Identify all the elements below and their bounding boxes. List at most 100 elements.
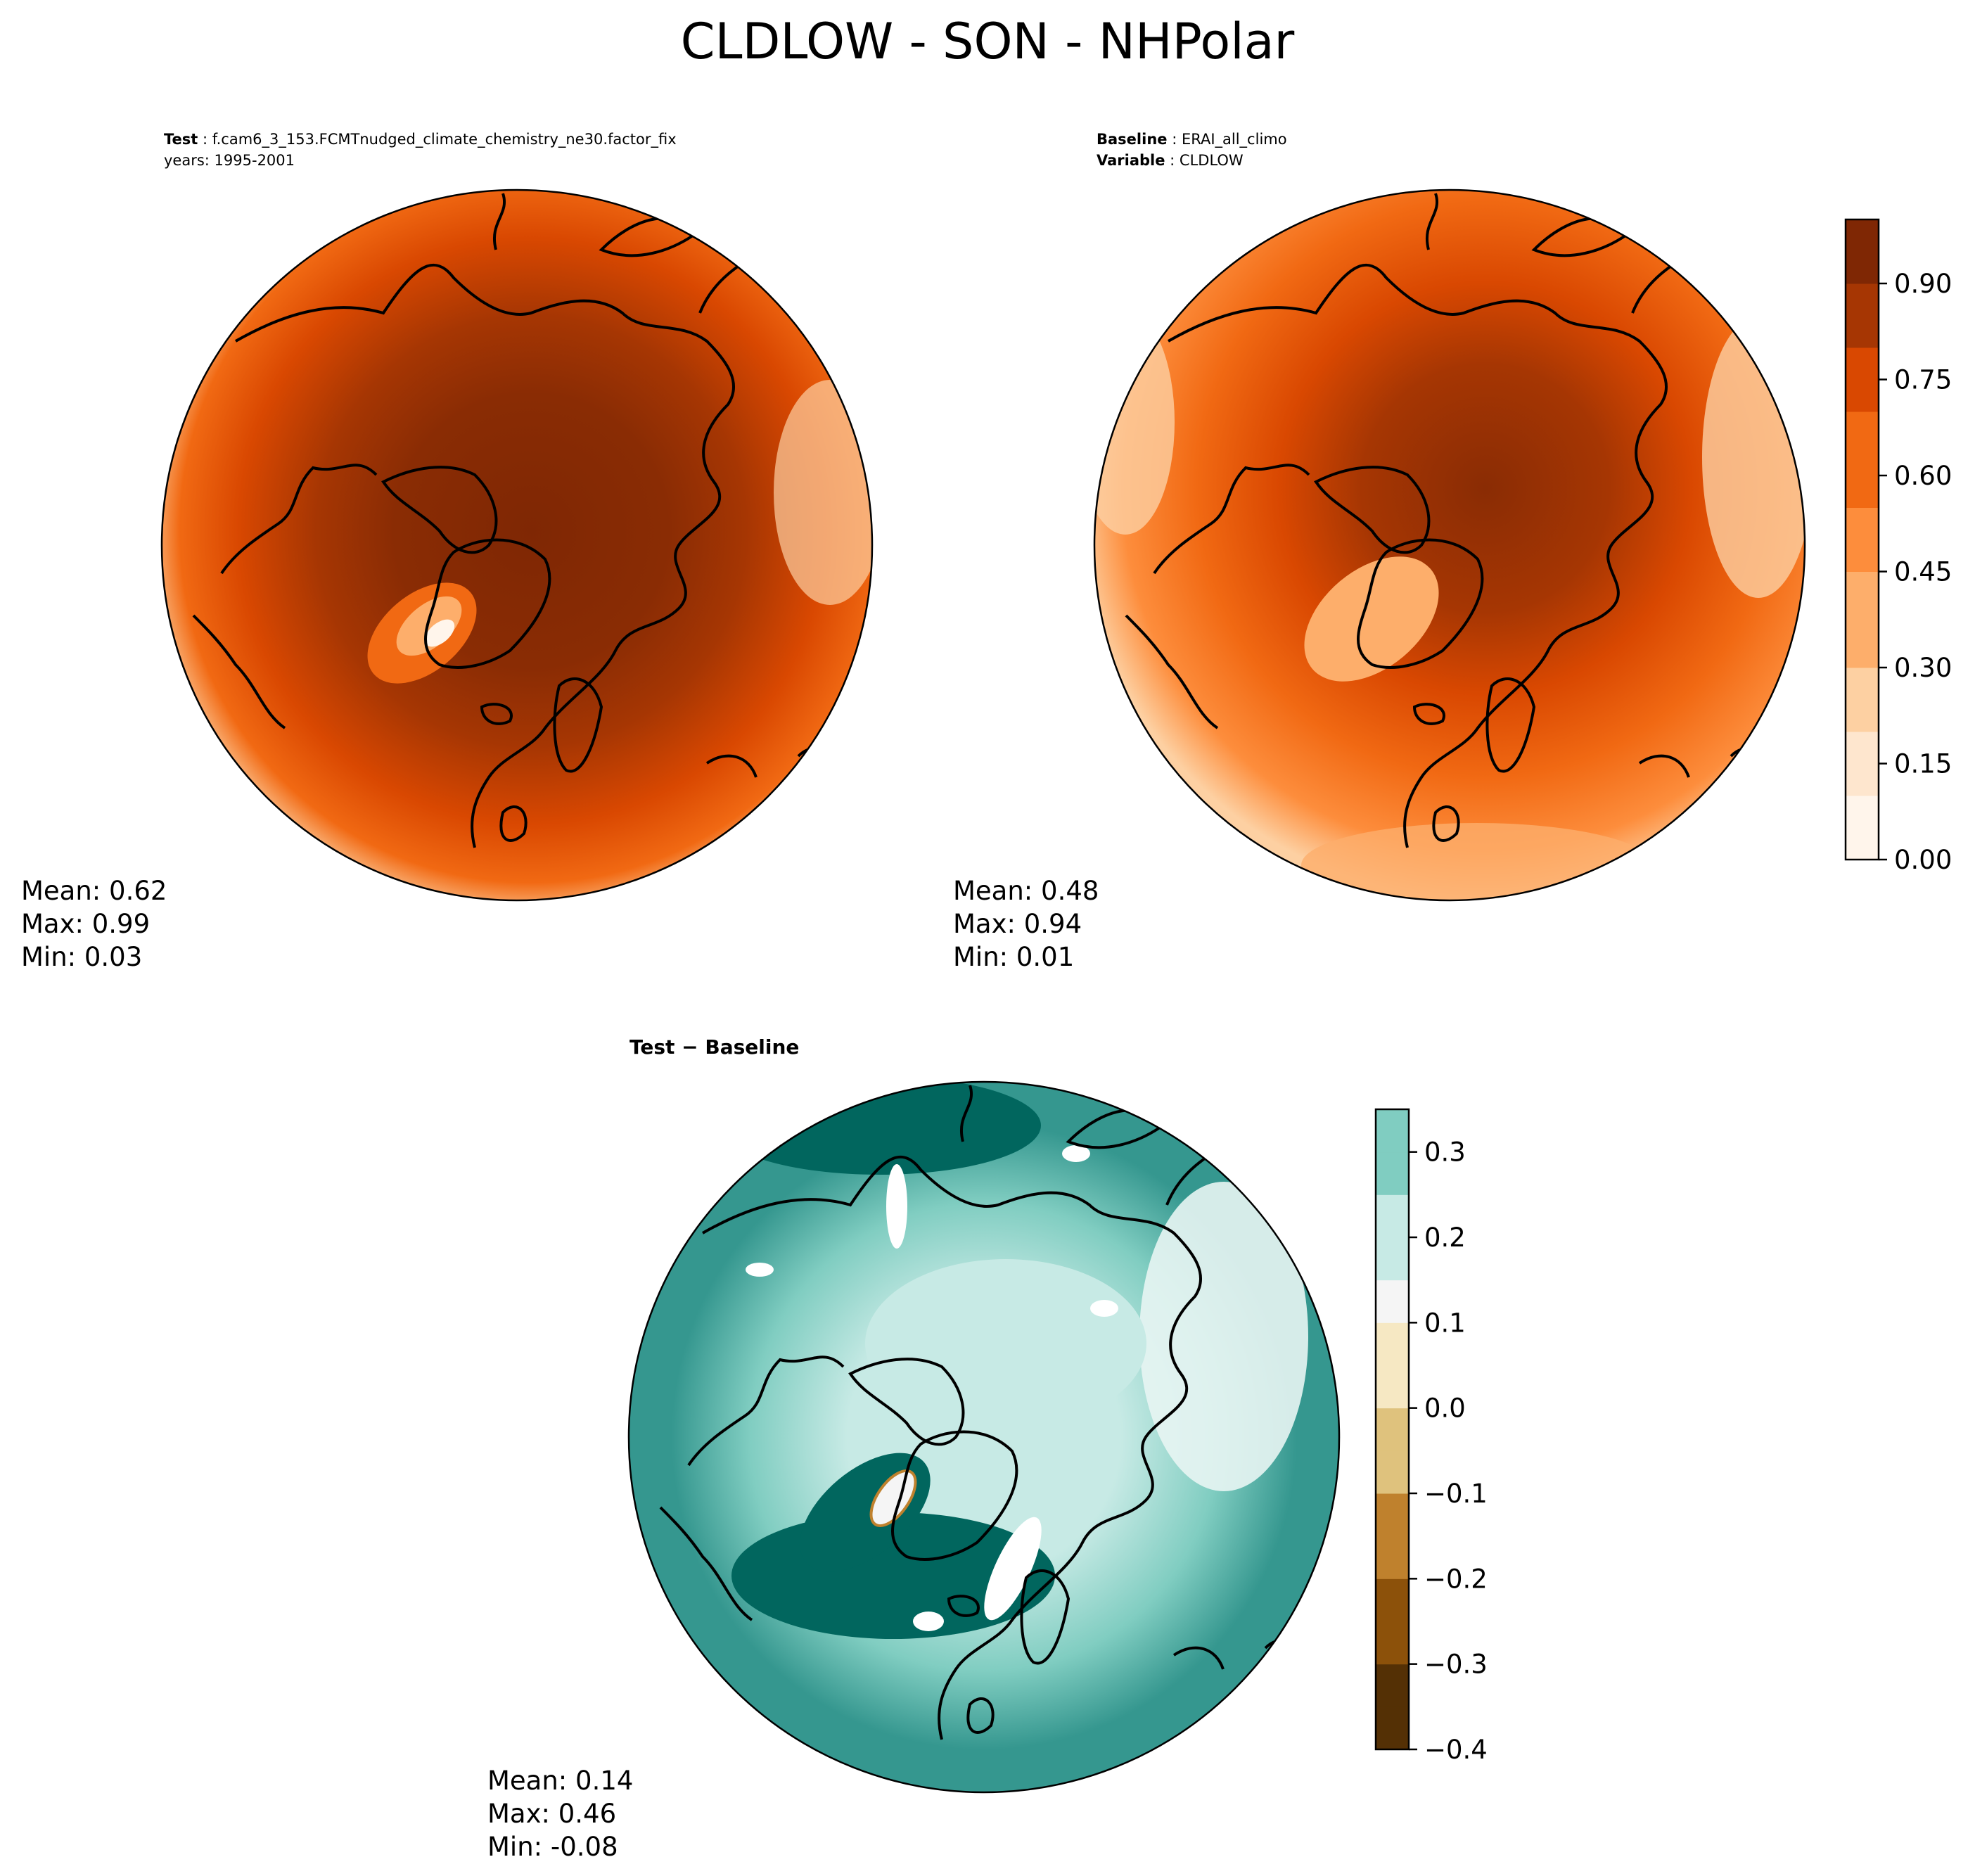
colorbar-difference-segment (1376, 1151, 1409, 1195)
colorbar-difference: −0.4 −0.3 −0.2 −0.1 0.0 0.1 0.2 0.3 (1374, 1108, 1488, 1765)
test-map-border (160, 189, 874, 902)
baseline-map-border (1093, 189, 1806, 902)
colorbar-cloud-fraction-segment (1846, 796, 1879, 828)
test-max: Max: 0.99 (21, 909, 151, 939)
colorbar-cloud-fraction-segment (1846, 411, 1879, 444)
colorbar-cloud-fraction: 0.00 0.15 0.30 0.45 0.60 0.75 0.90 (1844, 218, 1952, 875)
baseline-bottom-light (1301, 823, 1653, 900)
colorbar-difference-tick-label: 0.3 (1424, 1137, 1466, 1168)
colorbar-cloud-fraction-segment (1846, 507, 1879, 540)
colorbar-cloud-fraction-segment (1846, 635, 1879, 668)
colorbar-difference-segment (1376, 1450, 1409, 1494)
diff-header: Test − Baseline (629, 1035, 800, 1059)
diff-blank-5 (913, 1612, 944, 1631)
colorbar-difference-segment (1376, 1237, 1409, 1281)
baseline-case-name: ERAI_all_climo (1181, 131, 1287, 148)
colorbar-cloud-fraction-tick-label: 0.45 (1894, 557, 1952, 587)
colorbar-difference-segment (1376, 1280, 1409, 1323)
colorbar-cloud-fraction-frame (1844, 218, 1880, 861)
colorbar-difference-segment (1376, 1621, 1409, 1665)
baseline-variable-label: Variable (1097, 152, 1165, 169)
baseline-min: Min: 0.01 (953, 942, 1075, 972)
colorbar-difference-segment (1376, 1578, 1409, 1622)
colorbar-cloud-fraction-segment (1846, 443, 1879, 476)
colorbar-cloud-fraction-segment (1846, 379, 1879, 412)
diff-blank-2 (886, 1164, 907, 1249)
diff-stats: Mean: 0.14 Max: 0.46 Min: -0.08 (487, 1764, 633, 1863)
colorbar-difference-segment (1376, 1408, 1409, 1451)
baseline-header: Baseline : ERAI_all_climo Variable : CLD… (1097, 131, 1287, 169)
colorbar-cloud-fraction-segment (1846, 827, 1879, 860)
diff-blank-6 (1090, 1300, 1118, 1317)
colorbar-cloud-fraction-segment (1846, 571, 1879, 604)
test-label: Test (164, 131, 198, 148)
baseline-max: Max: 0.94 (953, 909, 1082, 939)
colorbar-cloud-fraction-segment (1846, 219, 1879, 252)
test-case-name: f.cam6_3_153.FCMTnudged_climate_chemistr… (212, 131, 677, 148)
diff-blank-3 (746, 1263, 774, 1277)
test-min: Min: 0.03 (21, 942, 143, 972)
colorbar-difference-segment (1376, 1536, 1409, 1579)
colorbar-cloud-fraction-tick-label: 0.75 (1894, 365, 1952, 395)
colorbar-difference-tick-label: 0.0 (1424, 1393, 1466, 1424)
colorbar-difference-segment (1376, 1194, 1409, 1238)
figure-title: CLDLOW - SON - NHPolar (680, 13, 1295, 70)
colorbar-cloud-fraction-segment (1846, 763, 1879, 796)
test-header: Test : f.cam6_3_153.FCMTnudged_climate_c… (164, 129, 677, 171)
test-greenland-light (396, 596, 462, 656)
colorbar-cloud-fraction-segment (1846, 283, 1879, 316)
diff-max: Max: 0.46 (487, 1799, 617, 1829)
colorbar-cloud-fraction-segment (1846, 347, 1879, 380)
colorbar-difference-tick-label: 0.1 (1424, 1308, 1466, 1338)
baseline-map (1093, 189, 1806, 902)
baseline-variable: CLDLOW (1179, 152, 1244, 169)
colorbar-difference-tick-label: 0.2 (1424, 1223, 1466, 1253)
colorbar-difference-tick-label: −0.2 (1424, 1564, 1488, 1594)
baseline-label: Baseline (1097, 131, 1168, 148)
baseline-map-field (1094, 190, 1805, 900)
colorbar-cloud-fraction-tick-label: 0.00 (1894, 845, 1952, 875)
colorbar-difference-segment (1376, 1493, 1409, 1537)
test-map-field (162, 190, 872, 900)
diff-min: Min: -0.08 (487, 1832, 618, 1862)
baseline-stats: Mean: 0.48 Max: 0.94 Min: 0.01 (953, 874, 1099, 974)
diff-right-light (1139, 1182, 1308, 1491)
colorbar-cloud-fraction-tick-label: 0.90 (1894, 269, 1952, 299)
diff-top-dark (717, 1082, 1041, 1175)
test-right-edge-light (774, 380, 872, 605)
test-greenland-min (424, 619, 455, 647)
test-map (160, 189, 874, 902)
diff-map-border (627, 1080, 1341, 1794)
test-years: years: 1995-2001 (164, 152, 295, 169)
diff-blank-4 (1062, 1145, 1090, 1162)
test-mean: Mean: 0.62 (21, 876, 167, 906)
diff-map (627, 1080, 1341, 1794)
colorbar-cloud-fraction-segment (1846, 668, 1879, 700)
colorbar-difference-segment (1376, 1322, 1409, 1366)
colorbar-difference-segment (1376, 1664, 1409, 1707)
colorbar-difference-segment (1376, 1109, 1409, 1153)
colorbar-cloud-fraction-segment (1846, 732, 1879, 764)
diff-centre-light (865, 1259, 1146, 1428)
colorbar-cloud-fraction-segment (1846, 699, 1879, 732)
colorbar-difference-segment (1376, 1706, 1409, 1750)
colorbar-difference-frame (1374, 1108, 1410, 1751)
diff-mean: Mean: 0.14 (487, 1766, 634, 1796)
colorbar-cloud-fraction-segment (1846, 476, 1879, 508)
colorbar-difference-tick-label: −0.4 (1424, 1735, 1488, 1765)
baseline-mean: Mean: 0.48 (953, 876, 1099, 906)
colorbar-difference-tick-label: −0.1 (1424, 1479, 1488, 1509)
colorbar-cloud-fraction-segment (1846, 604, 1879, 636)
baseline-greenland-light (1304, 556, 1439, 682)
colorbar-difference-segment (1376, 1365, 1409, 1409)
colorbar-cloud-fraction-tick-label: 0.15 (1894, 749, 1952, 779)
baseline-right-edge-light (1702, 317, 1805, 598)
test-stats: Mean: 0.62 Max: 0.99 Min: 0.03 (21, 874, 167, 974)
diff-blank-1 (984, 1517, 1042, 1621)
colorbar-cloud-fraction-tick-label: 0.60 (1894, 461, 1952, 491)
baseline-left-edge-light (1094, 310, 1175, 535)
colorbar-difference-tick-label: −0.3 (1424, 1650, 1488, 1680)
colorbar-cloud-fraction-segment (1846, 315, 1879, 348)
colorbar-cloud-fraction-tick-label: 0.30 (1894, 653, 1952, 683)
